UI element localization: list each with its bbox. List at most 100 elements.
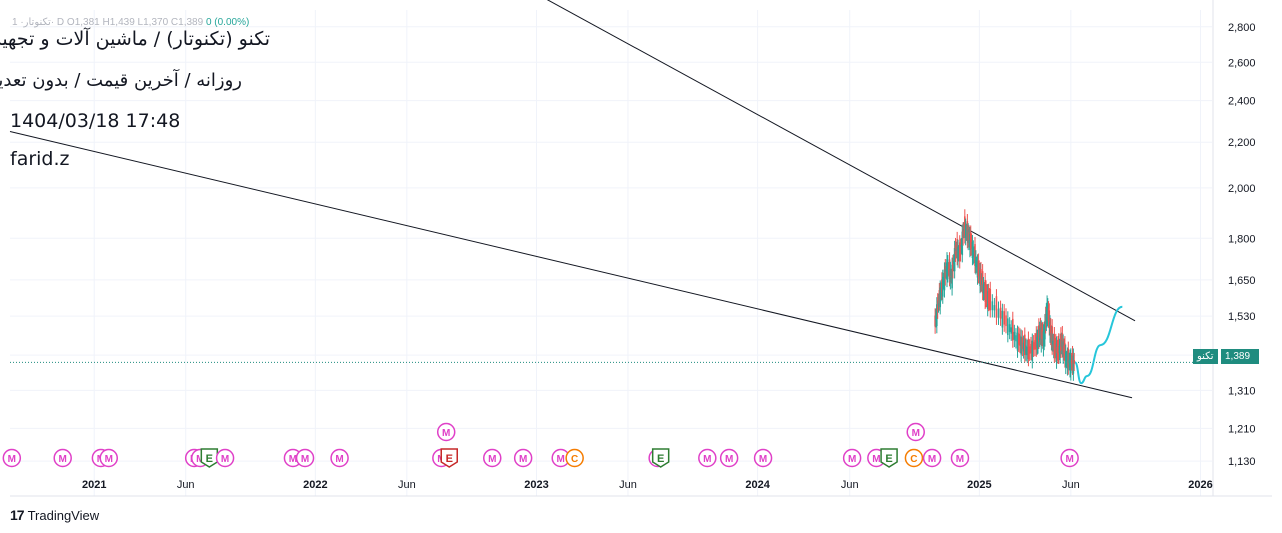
price-series[interactable] <box>934 209 1076 381</box>
candle-body <box>986 291 989 310</box>
event-label: M <box>335 454 343 465</box>
event-label: M <box>703 454 711 465</box>
candle-body <box>1063 345 1065 354</box>
candle-body <box>985 287 987 301</box>
event-circle <box>99 448 119 468</box>
candle-body <box>1026 346 1029 356</box>
candle-body <box>968 232 970 241</box>
time-axis[interactable]: 2021 Jun 2022 Jun 2023 Jun 2024 Jun 2025 Jun 2026 <box>10 479 1272 497</box>
event-label: M <box>1065 454 1073 465</box>
event-marker-m: M <box>753 448 773 468</box>
candle-body <box>972 247 975 258</box>
event-marker-m: M <box>698 448 717 468</box>
candle-body <box>1072 355 1075 374</box>
candle-body <box>1021 337 1024 349</box>
candle-body <box>1025 345 1027 354</box>
event-circle <box>565 448 584 468</box>
candle-body <box>944 266 947 279</box>
event-e-label: E <box>657 453 664 465</box>
trendline-lower <box>9 130 1133 399</box>
candle-body <box>989 288 992 311</box>
candle-body <box>1071 353 1074 368</box>
last-price-value-tag: 1,389 <box>1221 349 1259 364</box>
event-marker-c: C <box>565 448 584 468</box>
candle-body <box>938 290 941 304</box>
candle-body <box>980 269 982 285</box>
candle-body <box>1035 333 1038 350</box>
y-tick-label: 2,400 <box>1228 96 1256 108</box>
candle-body <box>954 245 957 255</box>
event-marker-m: M <box>295 448 315 468</box>
event-e-label: E <box>885 453 892 465</box>
x-tick-label: 2024 <box>745 479 770 491</box>
candle-body <box>978 267 981 277</box>
candle-body <box>947 269 950 271</box>
event-markers[interactable]: MMMMMMEMMMMMMEMMMCMEMMMMMECMMMM <box>2 422 1079 468</box>
candle-body <box>976 261 979 278</box>
candle-body <box>977 260 980 277</box>
candle-body <box>1066 354 1069 369</box>
candle-body <box>948 259 951 280</box>
event-e-label: E <box>446 453 453 465</box>
candle-body <box>1017 333 1020 345</box>
tradingview-logo[interactable]: 17 TradingView <box>10 507 99 523</box>
y-tick-label: 1,650 <box>1228 275 1256 287</box>
candle-body <box>1064 351 1067 367</box>
candle-body <box>936 300 939 312</box>
candle-body <box>1073 360 1076 364</box>
event-marker-m: M <box>330 448 349 468</box>
x-tick-label: 2023 <box>524 479 548 491</box>
price-axis[interactable]: 1,1301,2101,3101,4101,5301,6501,8002,000… <box>1212 0 1256 496</box>
event-label: M <box>872 454 880 465</box>
x-tick-label: 2022 <box>303 479 327 491</box>
candle-body <box>1062 341 1065 357</box>
candle-body <box>958 252 960 255</box>
event-e-label: E <box>206 453 213 465</box>
event-marker-m: M <box>53 448 72 468</box>
event-circle <box>295 448 315 468</box>
candle-body <box>961 231 964 256</box>
candle-body <box>962 229 964 239</box>
candle-body <box>960 245 963 247</box>
x-tick-label: Jun <box>619 479 637 491</box>
event-circle <box>483 448 502 468</box>
event-circle <box>53 448 72 468</box>
candle-body <box>1067 348 1070 368</box>
candle-body <box>983 289 986 293</box>
author-name: farid.z <box>10 148 70 170</box>
trendlines[interactable] <box>9 0 1136 399</box>
ohlc-values: 1 ·تکنوتار· D O1,381 H1,439 L1,370 C1,38… <box>12 17 204 28</box>
event-circle <box>330 448 349 468</box>
candle-body <box>946 259 948 280</box>
x-tick-label: Jun <box>398 479 416 491</box>
event-circle <box>2 448 22 468</box>
candle-body <box>974 244 976 267</box>
candle-body <box>1019 335 1021 346</box>
candle-body <box>995 296 998 318</box>
candle-body <box>975 257 977 268</box>
candle-body <box>1016 332 1019 351</box>
candle-body <box>1020 336 1022 355</box>
candle-body <box>993 305 996 311</box>
x-tick-label: 2025 <box>967 479 991 491</box>
event-circle <box>906 422 925 442</box>
candle-body <box>943 269 946 291</box>
candle-body <box>956 239 958 259</box>
candle-body <box>1048 310 1051 329</box>
candle-body <box>955 248 958 252</box>
projection-path[interactable] <box>1074 305 1123 385</box>
event-e-shape <box>200 448 219 468</box>
candle-body <box>969 234 971 250</box>
event-marker-m: M <box>906 422 925 442</box>
candle-body <box>1068 359 1070 364</box>
x-tick-label: 2021 <box>82 479 106 491</box>
event-marker-m: M <box>99 448 119 468</box>
event-e-shape <box>651 448 670 468</box>
candle-body <box>1051 326 1053 348</box>
candle-body <box>1044 321 1046 340</box>
candle-body <box>953 247 956 272</box>
interval-info: روزانه / آخرین قیمت / بدون تعدیل <box>0 70 242 91</box>
candle-body <box>1036 336 1038 348</box>
candle-body <box>934 315 936 327</box>
